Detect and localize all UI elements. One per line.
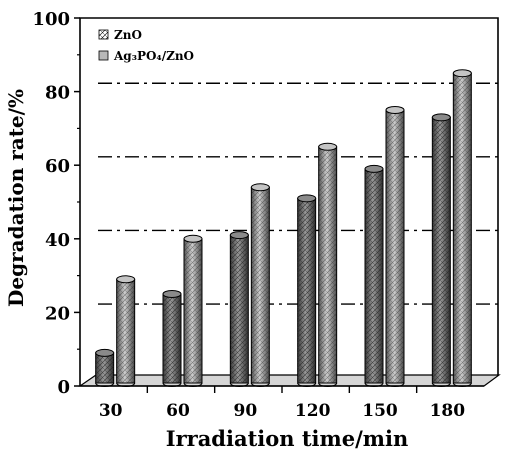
- y-axis-ticks: 0 20 40 60 80 100: [32, 9, 80, 398]
- bar-ag3po4-zno-120: [318, 142, 338, 387]
- bar-ag3po4-zno-180: [452, 69, 472, 387]
- x-axis-ticks: 30 60 90 120 150 180: [99, 386, 465, 421]
- bar-ag3po4-zno-90: [250, 183, 270, 387]
- legend-label-zno: ZnO: [114, 28, 142, 42]
- bar-zno-150: [364, 164, 384, 387]
- x-axis-title: Irradiation time/min: [166, 426, 408, 451]
- y-tick-label-3: 60: [45, 156, 70, 177]
- legend: ZnO Ag₃PO₄/ZnO: [98, 28, 194, 63]
- y-axis-title: Degradation rate/%: [4, 89, 28, 307]
- bar-ag3po4-zno-150: [385, 106, 405, 387]
- bars: [95, 69, 472, 387]
- x-tick-label-2: 90: [233, 401, 257, 421]
- x-tick-label-5: 180: [430, 401, 466, 421]
- legend-swatch-ag3po4-zno: [98, 50, 109, 61]
- y-tick-label-2: 40: [45, 230, 70, 251]
- x-tick-label-0: 30: [99, 401, 123, 421]
- bar-zno-30: [95, 348, 115, 387]
- bar-zno-180: [431, 113, 451, 387]
- y-tick-label-0: 0: [57, 377, 70, 398]
- y-tick-label-5: 100: [32, 9, 70, 30]
- bar-zno-60: [162, 290, 182, 387]
- legend-label-ag3po4-zno: Ag₃PO₄/ZnO: [113, 49, 194, 63]
- bar-zno-90: [229, 231, 249, 387]
- x-tick-label-1: 60: [166, 401, 190, 421]
- bar-ag3po4-zno-30: [116, 275, 136, 387]
- bar-ag3po4-zno-60: [183, 234, 203, 387]
- legend-swatch-zno: [98, 29, 109, 40]
- y-tick-label-1: 20: [45, 303, 70, 324]
- y-tick-label-4: 80: [45, 83, 70, 104]
- bar-zno-120: [297, 194, 317, 387]
- x-tick-label-4: 150: [362, 401, 398, 421]
- x-tick-label-3: 120: [295, 401, 331, 421]
